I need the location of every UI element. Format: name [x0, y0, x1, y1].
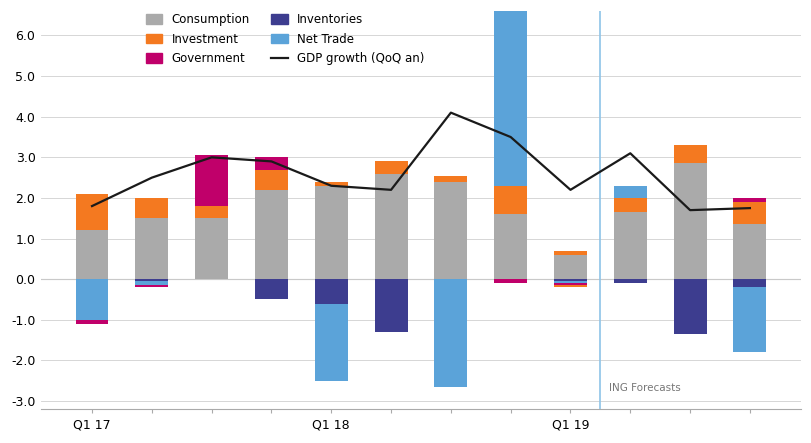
Bar [315, 303, 347, 381]
Bar [75, 320, 109, 324]
Bar [315, 182, 347, 186]
Bar [613, 279, 646, 283]
Bar [553, 251, 586, 255]
Bar [195, 218, 228, 279]
Bar [732, 198, 766, 202]
Bar [732, 288, 766, 352]
Bar [553, 279, 586, 281]
Bar [195, 206, 228, 218]
Bar [673, 279, 706, 334]
Bar [494, 279, 526, 283]
Bar [374, 279, 407, 332]
Bar [494, 186, 526, 214]
Bar [75, 230, 109, 279]
Bar [255, 170, 288, 190]
Bar [135, 218, 168, 279]
Bar [732, 202, 766, 224]
Bar [255, 190, 288, 279]
Bar [75, 279, 109, 320]
Bar [135, 198, 168, 218]
Bar [374, 174, 407, 279]
Bar [494, 214, 526, 279]
Bar [255, 157, 288, 170]
Bar [135, 285, 168, 288]
Bar [553, 283, 586, 285]
Bar [315, 279, 347, 303]
Legend: Consumption, Investment, Government, Inventories, Net Trade, GDP growth (QoQ an): Consumption, Investment, Government, Inv… [145, 13, 424, 65]
Bar [374, 161, 407, 174]
Bar [613, 212, 646, 279]
Bar [434, 279, 467, 387]
Text: ING Forecasts: ING Forecasts [608, 383, 680, 393]
Bar [553, 285, 586, 288]
Bar [494, 0, 526, 186]
Bar [434, 182, 467, 279]
Bar [673, 163, 706, 279]
Bar [75, 194, 109, 230]
Bar [613, 198, 646, 212]
Bar [135, 281, 168, 285]
Bar [135, 279, 168, 281]
Bar [255, 279, 288, 299]
Bar [553, 255, 586, 279]
Bar [613, 186, 646, 198]
Bar [673, 145, 706, 163]
Bar [732, 224, 766, 279]
Bar [195, 155, 228, 206]
Bar [553, 281, 586, 283]
Bar [732, 279, 766, 288]
Bar [315, 186, 347, 279]
Bar [434, 175, 467, 182]
